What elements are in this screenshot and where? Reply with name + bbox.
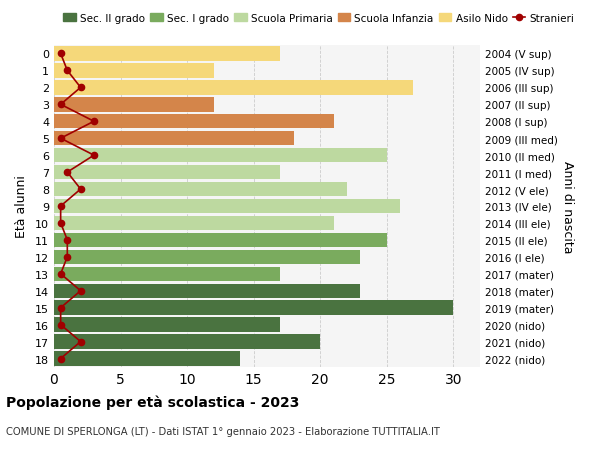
Bar — [54, 64, 214, 78]
Bar — [54, 47, 280, 62]
Bar — [54, 267, 280, 281]
Bar — [54, 284, 360, 298]
Bar — [54, 250, 360, 264]
Bar — [54, 335, 320, 349]
Bar — [54, 301, 454, 315]
Bar — [54, 216, 334, 230]
Legend: Sec. II grado, Sec. I grado, Scuola Primaria, Scuola Infanzia, Asilo Nido, Stran: Sec. II grado, Sec. I grado, Scuola Prim… — [59, 9, 578, 28]
Bar — [54, 182, 347, 197]
Y-axis label: Anni di nascita: Anni di nascita — [562, 160, 574, 253]
Y-axis label: Età alunni: Età alunni — [15, 175, 28, 238]
Bar — [54, 115, 334, 129]
Bar — [54, 98, 214, 112]
Text: Popolazione per età scolastica - 2023: Popolazione per età scolastica - 2023 — [6, 395, 299, 409]
Bar — [54, 166, 280, 180]
Bar — [54, 132, 293, 146]
Bar — [54, 81, 413, 95]
Bar — [54, 352, 241, 366]
Bar — [54, 233, 387, 247]
Bar — [54, 149, 387, 163]
Text: COMUNE DI SPERLONGA (LT) - Dati ISTAT 1° gennaio 2023 - Elaborazione TUTTITALIA.: COMUNE DI SPERLONGA (LT) - Dati ISTAT 1°… — [6, 426, 440, 436]
Bar — [54, 318, 280, 332]
Bar — [54, 199, 400, 214]
